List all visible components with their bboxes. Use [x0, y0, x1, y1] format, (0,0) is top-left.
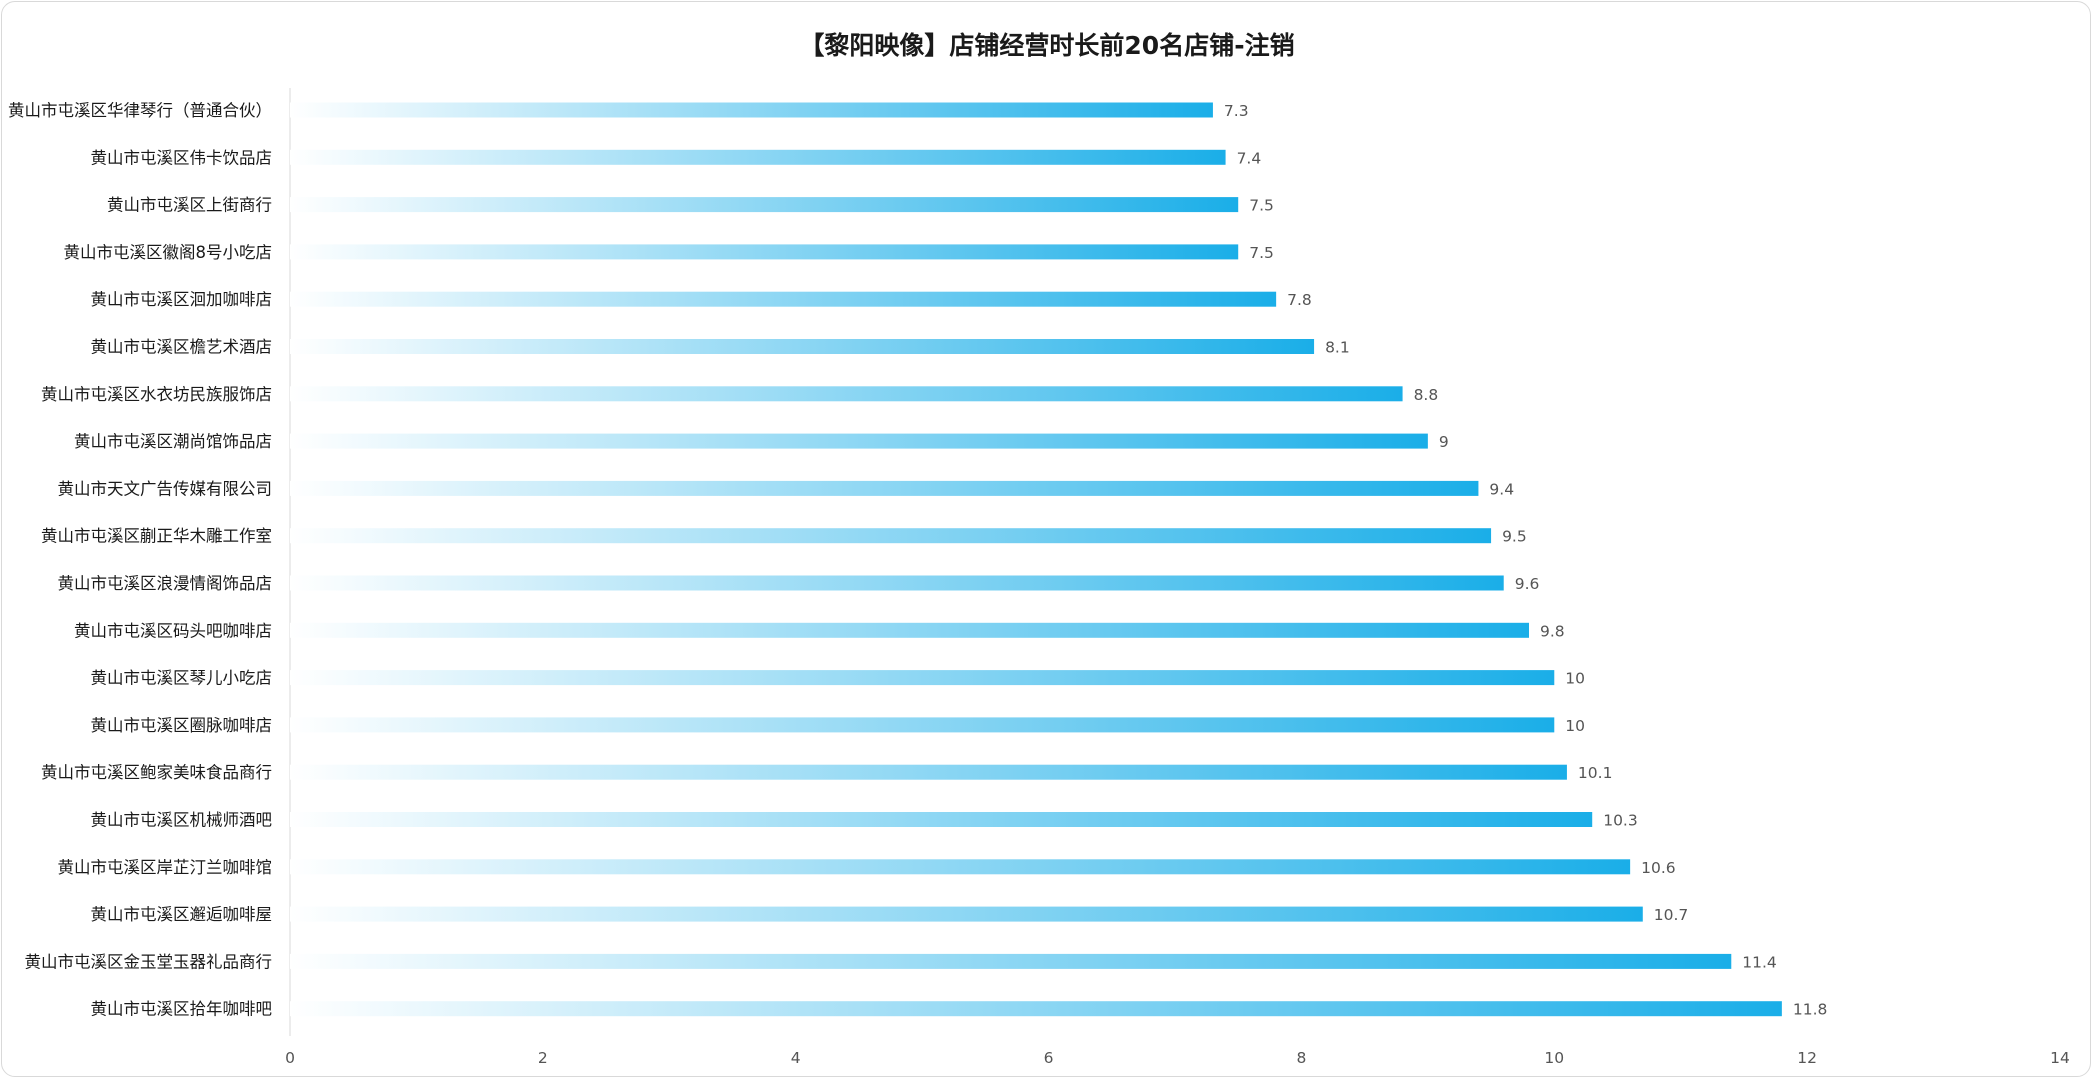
bar	[290, 859, 1631, 875]
value-label: 10.3	[1603, 812, 1638, 830]
x-tick-label: 6	[1044, 1049, 1054, 1067]
value-label: 7.3	[1224, 102, 1249, 120]
value-label: 8.8	[1414, 386, 1439, 404]
category-label: 黄山市屯溪区浪漫情阁饰品店	[58, 574, 273, 593]
category-label: 黄山市屯溪区金玉堂玉器礼品商行	[25, 952, 273, 971]
bar	[290, 291, 1277, 307]
bar	[290, 812, 1593, 827]
bar	[290, 953, 1732, 969]
chart-title: 【黎阳映像】店铺经营时长前20名店铺-注销	[799, 31, 1295, 60]
bar	[290, 717, 1555, 733]
category-label: 黄山市屯溪区洄加咖啡店	[91, 290, 273, 309]
bar	[290, 102, 1213, 118]
category-label: 黄山市屯溪区蒯正华木雕工作室	[41, 527, 272, 546]
value-label: 10	[1565, 670, 1585, 688]
category-label: 黄山市天文广告传媒有限公司	[58, 479, 273, 498]
x-tick-label: 14	[2050, 1049, 2070, 1067]
value-label: 10.7	[1654, 906, 1689, 924]
bar	[290, 528, 1492, 544]
bar	[290, 906, 1643, 922]
bar	[290, 575, 1504, 591]
value-label: 10.1	[1578, 764, 1613, 782]
value-label: 10.6	[1641, 859, 1676, 877]
category-label: 黄山市屯溪区潮尚馆饰品店	[74, 432, 272, 451]
value-label: 9	[1439, 433, 1449, 451]
category-label: 黄山市屯溪区琴儿小吃店	[91, 669, 273, 688]
bar	[290, 480, 1479, 496]
category-label: 黄山市屯溪区邂逅咖啡屋	[91, 905, 273, 924]
value-label: 7.8	[1287, 291, 1312, 309]
value-label: 11.4	[1742, 953, 1777, 971]
bar	[290, 197, 1239, 213]
value-label: 9.4	[1489, 480, 1514, 498]
category-label: 黄山市屯溪区伟卡饮品店	[91, 148, 273, 167]
value-label: 9.5	[1502, 528, 1527, 546]
value-label: 7.5	[1249, 197, 1274, 215]
x-tick-label: 4	[791, 1049, 801, 1067]
value-label: 10	[1565, 717, 1585, 735]
bar	[290, 149, 1226, 165]
bar	[290, 244, 1239, 260]
category-label: 黄山市屯溪区圈脉咖啡店	[91, 716, 273, 735]
category-label: 黄山市屯溪区檐艺术酒店	[91, 338, 273, 357]
value-label: 9.8	[1540, 622, 1565, 640]
value-label: 11.8	[1793, 1001, 1828, 1019]
bar	[290, 622, 1529, 638]
bar	[290, 1001, 1782, 1017]
bar	[290, 670, 1555, 686]
x-tick-label: 0	[285, 1049, 295, 1067]
x-tick-label: 8	[1296, 1049, 1306, 1067]
category-label: 黄山市屯溪区拾年咖啡吧	[91, 1000, 273, 1019]
category-label: 黄山市屯溪区岸芷汀兰咖啡馆	[58, 858, 273, 877]
category-label: 黄山市屯溪区上街商行	[107, 196, 272, 215]
x-tick-label: 10	[1544, 1049, 1564, 1067]
category-label: 黄山市屯溪区华律琴行（普通合伙）	[8, 101, 272, 120]
x-tick-label: 12	[1797, 1049, 1817, 1067]
value-label: 7.5	[1249, 244, 1274, 262]
category-label: 黄山市屯溪区鲍家美味食品商行	[41, 763, 272, 782]
value-label: 9.6	[1515, 575, 1540, 593]
bar	[290, 386, 1403, 402]
value-label: 8.1	[1325, 339, 1350, 357]
label-layer: 0 2 4 6 8 10 12 14 黄山市屯溪区华律琴行（普通合伙） 7.3 黄山市屯溪区伟卡饮品…	[8, 101, 2070, 1067]
x-tick-label: 2	[538, 1049, 548, 1067]
bar	[290, 339, 1315, 354]
category-label: 黄山市屯溪区码头吧咖啡店	[74, 621, 272, 640]
category-label: 黄山市屯溪区机械师酒吧	[91, 811, 273, 830]
value-label: 7.4	[1237, 149, 1262, 167]
bar	[290, 433, 1428, 449]
bar	[290, 764, 1567, 780]
bar-layer	[290, 102, 1782, 1017]
category-label: 黄山市屯溪区徽阁8号小吃店	[64, 243, 273, 262]
category-label: 黄山市屯溪区水衣坊民族服饰店	[41, 385, 272, 404]
